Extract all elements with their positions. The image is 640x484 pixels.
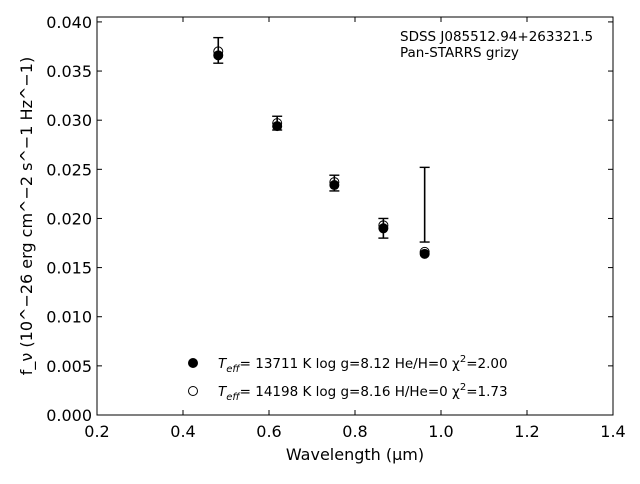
x-tick-label: 1.2 — [514, 422, 539, 441]
model-point-filled — [213, 50, 224, 61]
model-point-filled — [329, 180, 340, 191]
x-axis-title: Wavelength (μm) — [286, 445, 424, 464]
plot-background — [97, 17, 613, 415]
y-tick-label: 0.035 — [46, 62, 92, 81]
axis-tick-labels: 0.2 0.4 0.6 0.8 1.0 1.2 1.4 0.000 0.005 0.010 0.01… — [46, 13, 626, 441]
x-tick-label: 0.8 — [342, 422, 367, 441]
x-tick-label: 1.4 — [600, 422, 625, 441]
model-point-open — [419, 246, 430, 257]
y-tick-label: 0.030 — [46, 111, 92, 130]
y-tick-label: 0.000 — [46, 406, 92, 425]
y-tick-label: 0.040 — [46, 13, 92, 32]
model-point-open — [213, 46, 224, 57]
annotation-line-1: SDSS J085512.94+263321.5 — [400, 29, 593, 45]
model-point-open — [329, 177, 340, 188]
x-tick-label: 0.2 — [84, 422, 109, 441]
y-tick-label: 0.010 — [46, 308, 92, 327]
annotation-line-2: Pan-STARRS grizy — [400, 45, 519, 61]
legend-label-2: Teff= 14198 K log g=8.16 H/He=0 χ2=1.73 — [218, 382, 508, 403]
x-tick-label: 0.6 — [256, 422, 281, 441]
y-tick-label: 0.020 — [46, 209, 92, 228]
legend-label-1: Teff= 13711 K log g=8.12 He/H=0 χ2=2.00 — [218, 354, 508, 375]
y-tick-label: 0.015 — [46, 259, 92, 278]
y-axis-title: f_ν (10^−26 erg cm^−2 s^−1 Hz^−1) — [17, 57, 37, 375]
plot-frame — [96, 16, 614, 416]
legend-marker-filled — [188, 358, 198, 368]
model-point-filled — [272, 121, 283, 132]
model-point-filled — [378, 223, 389, 234]
legend-marker-open — [188, 386, 198, 396]
x-tick-label: 1.0 — [428, 422, 453, 441]
y-tick-label: 0.025 — [46, 160, 92, 179]
x-tick-label: 0.4 — [170, 422, 195, 441]
y-tick-label: 0.005 — [46, 357, 92, 376]
model-point-open — [272, 118, 283, 129]
legend: Teff= 13711 K log g=8.12 He/H=0 χ2=2.00 … — [188, 354, 508, 403]
data-points — [213, 46, 430, 259]
model-point-open — [378, 220, 389, 231]
